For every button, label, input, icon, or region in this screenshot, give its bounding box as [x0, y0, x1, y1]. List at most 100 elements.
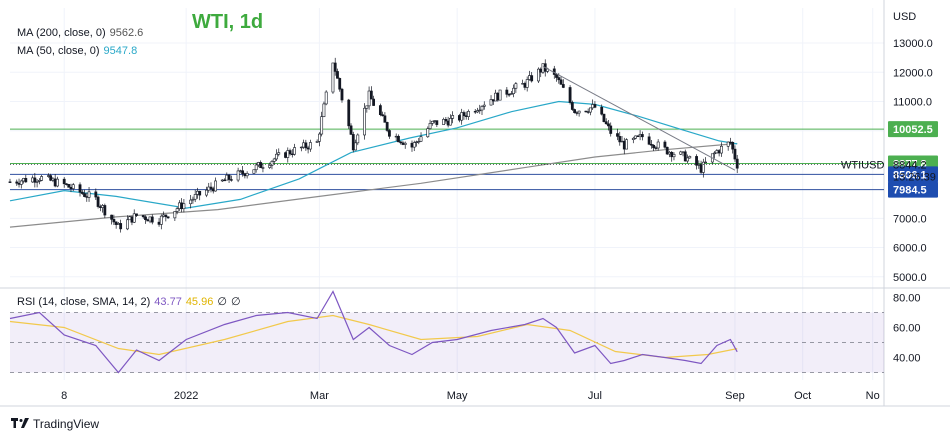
- candle-body: [507, 94, 511, 96]
- candle-body: [640, 134, 644, 138]
- candle-body: [622, 140, 626, 150]
- candle-body: [679, 151, 683, 155]
- candle-body: [19, 180, 23, 185]
- ma200-legend[interactable]: MA (200, close, 0) 9562.6: [17, 27, 143, 39]
- candle-body: [112, 219, 116, 223]
- candle-body: [207, 186, 211, 191]
- candle-body: [713, 152, 717, 155]
- candle-body: [401, 142, 405, 145]
- candle-body: [182, 203, 186, 210]
- candle-body: [114, 221, 118, 225]
- candle-body: [647, 136, 651, 145]
- candle-body: [363, 107, 366, 136]
- candle-body: [634, 135, 637, 139]
- candle-body: [211, 188, 215, 192]
- candle-body: [464, 115, 468, 117]
- candle-body: [277, 152, 281, 155]
- candle-body: [8, 181, 12, 183]
- ma200-polyline: [9, 142, 738, 228]
- candle-body: [735, 158, 739, 169]
- candle-body: [435, 120, 439, 125]
- candle-body: [381, 114, 385, 117]
- ma50-polyline: [9, 100, 738, 209]
- candle-body: [559, 79, 563, 85]
- candle-body: [604, 121, 608, 125]
- candle-body: [591, 104, 595, 109]
- ma50-legend[interactable]: MA (50, close, 0) 9547.8: [17, 45, 137, 57]
- candle-body: [315, 141, 319, 143]
- candle-body: [146, 219, 150, 222]
- candle-body: [126, 219, 129, 230]
- candle-body: [537, 68, 540, 82]
- rsi-tick-label: 60.00: [893, 323, 921, 335]
- rsi-legend-extra-2: ∅: [230, 296, 241, 308]
- candle-body: [444, 119, 448, 122]
- candle-body: [110, 214, 114, 220]
- candle-body: [638, 134, 642, 137]
- candle-body: [521, 83, 525, 85]
- level-tag: 10052.5: [893, 124, 933, 136]
- candle-body: [451, 115, 455, 119]
- candle-body: [270, 161, 274, 166]
- candle-body: [135, 213, 138, 216]
- candle-body: [430, 120, 434, 124]
- candle-body: [320, 116, 324, 135]
- candle-body: [410, 142, 414, 148]
- rsi-legend-value: 43.77: [154, 296, 182, 308]
- candle-body: [220, 179, 224, 182]
- candle-body: [369, 90, 373, 100]
- rsi-legend[interactable]: RSI (14, close, SMA, 14, 2) 43.77 45.96 ∅ ∅: [17, 295, 245, 308]
- candle-body: [101, 205, 104, 208]
- candle-body: [365, 105, 369, 109]
- candle-body: [480, 106, 484, 111]
- candle-body: [512, 87, 516, 94]
- candle-body: [699, 164, 703, 173]
- candle-body: [514, 83, 518, 89]
- candle-body: [683, 151, 687, 162]
- candle-body: [15, 181, 19, 184]
- candle-body: [442, 119, 446, 125]
- level-tag-bg: [888, 121, 938, 138]
- candle-body: [561, 84, 565, 88]
- candle-body: [227, 174, 231, 180]
- price-axis: USD13000.012000.011000.010000.07000.0600…: [893, 11, 933, 284]
- candle-body: [636, 135, 640, 138]
- candle-body: [254, 164, 258, 171]
- candle-body: [686, 157, 689, 162]
- candle-body: [649, 143, 653, 146]
- candle-body: [419, 136, 423, 142]
- candle-body: [164, 214, 168, 218]
- candle-body: [625, 139, 628, 150]
- candle-body: [570, 102, 574, 110]
- candle-body: [494, 92, 497, 102]
- rsi-legend-label: RSI (14, close, SMA, 14, 2): [17, 296, 151, 308]
- candle-body: [33, 177, 37, 183]
- time-tick-label: 2022: [174, 390, 198, 402]
- candle-body: [586, 111, 590, 113]
- candlesticks: [8, 57, 739, 233]
- candle-body: [157, 221, 161, 225]
- candle-body: [98, 206, 102, 208]
- candle-body: [473, 111, 477, 113]
- time-tick-label: Mar: [310, 390, 329, 402]
- candle-body: [144, 216, 147, 220]
- candle-body: [175, 208, 179, 212]
- candle-body: [726, 141, 730, 147]
- candle-body: [132, 213, 136, 223]
- tradingview-footer[interactable]: TradingView: [11, 417, 99, 431]
- chart-title: WTI, 1d: [192, 11, 264, 33]
- candle-body: [299, 146, 303, 149]
- candle-body: [94, 191, 98, 198]
- rsi-tick-label: 40.00: [893, 353, 921, 365]
- candle-body: [51, 178, 55, 181]
- price-tick-label: 13000.0: [893, 38, 933, 50]
- candle-body: [573, 109, 576, 113]
- time-axis: 8 2022 Mar May Jul Sep Oct No: [61, 390, 880, 402]
- candle-body: [731, 142, 735, 150]
- candle-body: [56, 178, 59, 187]
- candle-body: [306, 147, 310, 150]
- candle-body: [241, 170, 245, 174]
- candle-body: [509, 93, 513, 95]
